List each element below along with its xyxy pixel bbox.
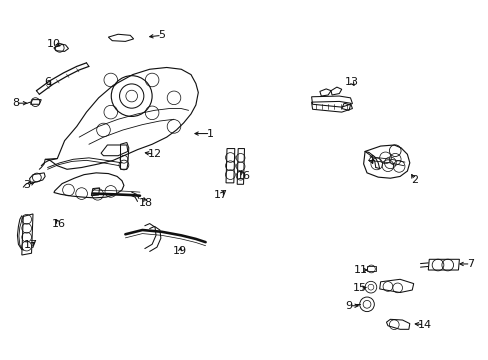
Text: 10: 10 <box>46 39 61 49</box>
Text: 11: 11 <box>353 265 367 275</box>
Text: 3: 3 <box>23 180 30 190</box>
Text: 19: 19 <box>173 246 187 256</box>
Text: 4: 4 <box>366 156 374 165</box>
Text: 17: 17 <box>214 190 228 200</box>
Text: 15: 15 <box>352 283 366 293</box>
Text: 14: 14 <box>416 320 430 330</box>
Text: 7: 7 <box>466 259 473 269</box>
Text: 5: 5 <box>158 30 165 40</box>
Text: 13: 13 <box>344 77 358 87</box>
Text: 1: 1 <box>206 129 214 139</box>
Text: 9: 9 <box>345 301 352 311</box>
Text: 16: 16 <box>236 171 250 181</box>
Text: 2: 2 <box>410 175 417 185</box>
Text: 12: 12 <box>147 149 161 159</box>
Text: 17: 17 <box>23 240 38 250</box>
Text: 16: 16 <box>52 219 65 229</box>
Text: 6: 6 <box>44 77 51 87</box>
Text: 18: 18 <box>139 198 153 208</box>
Text: 8: 8 <box>12 98 20 108</box>
